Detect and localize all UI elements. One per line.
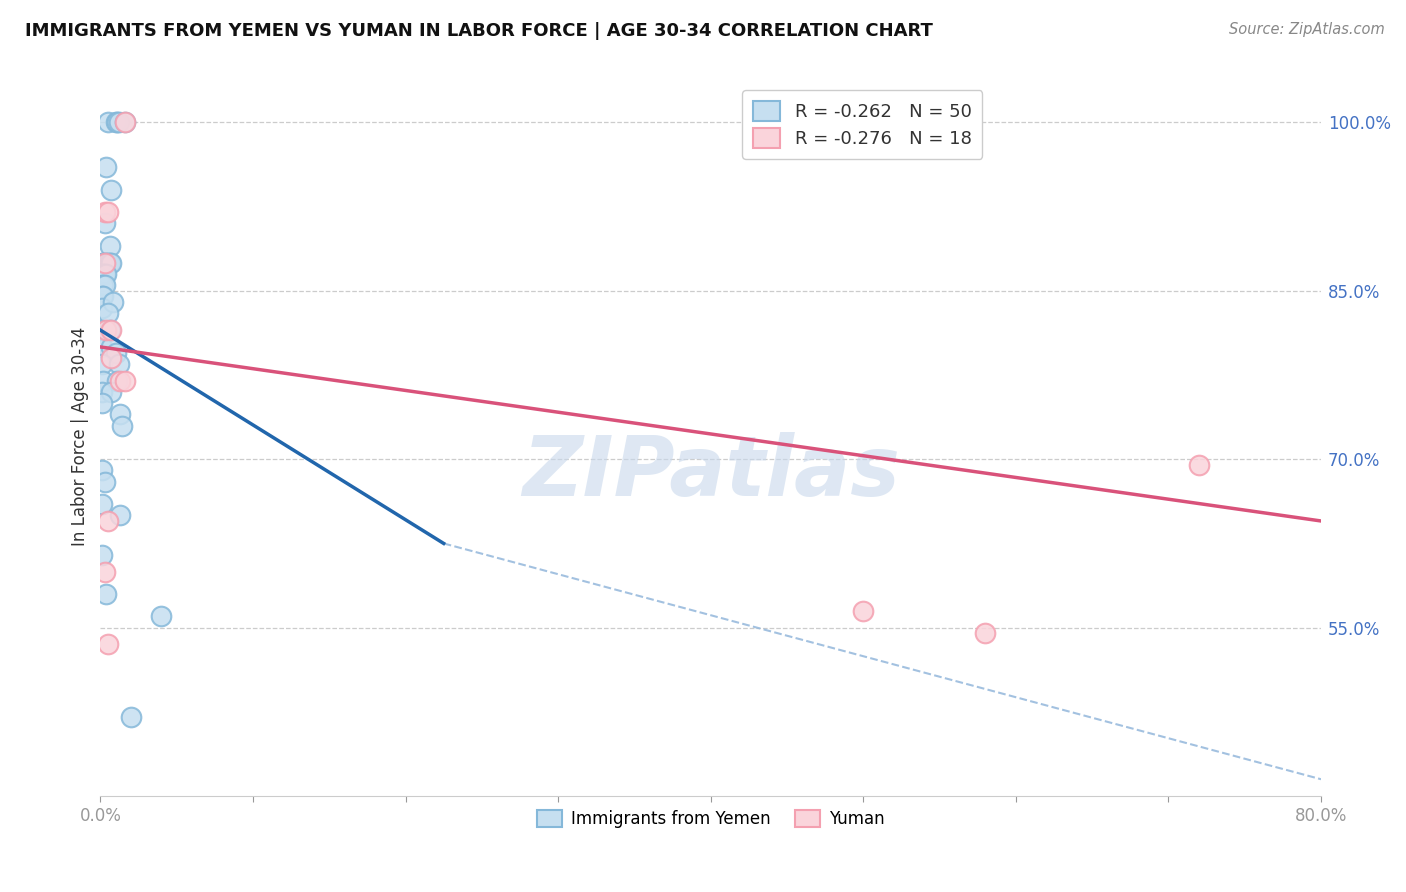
Point — [90, 357, 112, 371]
Point — [90, 548, 112, 562]
Point — [98, 239, 121, 253]
Point — [107, 357, 129, 371]
Point — [93, 278, 115, 293]
Point — [108, 407, 131, 421]
Point — [100, 340, 122, 354]
Point — [94, 475, 117, 489]
Point — [94, 216, 117, 230]
Point — [96, 323, 118, 337]
Point — [98, 323, 121, 337]
Point — [114, 115, 136, 129]
Point — [90, 256, 112, 270]
Point — [100, 183, 122, 197]
Point — [94, 205, 117, 219]
Point — [974, 626, 997, 640]
Text: IMMIGRANTS FROM YEMEN VS YUMAN IN LABOR FORCE | AGE 30-34 CORRELATION CHART: IMMIGRANTS FROM YEMEN VS YUMAN IN LABOR … — [25, 22, 934, 40]
Point — [97, 115, 120, 129]
Point — [94, 267, 117, 281]
Point — [100, 256, 122, 270]
Point — [93, 289, 115, 303]
Point — [90, 267, 112, 281]
Point — [90, 497, 112, 511]
Point — [90, 463, 112, 477]
Point — [90, 301, 112, 315]
Point — [150, 609, 173, 624]
Point — [100, 384, 122, 399]
Point — [111, 418, 134, 433]
Point — [100, 351, 122, 366]
Point — [90, 384, 112, 399]
Legend: Immigrants from Yemen, Yuman: Immigrants from Yemen, Yuman — [530, 803, 891, 835]
Point — [114, 374, 136, 388]
Point — [120, 710, 142, 724]
Point — [90, 278, 112, 293]
Point — [97, 205, 120, 219]
Point — [90, 340, 112, 354]
Point — [114, 115, 136, 129]
Point — [101, 295, 124, 310]
Point — [94, 565, 117, 579]
Point — [96, 267, 118, 281]
Point — [105, 374, 128, 388]
Point — [852, 604, 875, 618]
Point — [93, 374, 115, 388]
Point — [93, 267, 115, 281]
Text: Source: ZipAtlas.com: Source: ZipAtlas.com — [1229, 22, 1385, 37]
Point — [1188, 458, 1211, 472]
Point — [94, 256, 117, 270]
Point — [105, 115, 128, 129]
Point — [94, 256, 117, 270]
Point — [97, 256, 120, 270]
Point — [96, 161, 118, 175]
Point — [97, 514, 120, 528]
Point — [108, 374, 131, 388]
Point — [97, 306, 120, 320]
Point — [108, 508, 131, 523]
Text: ZIPatlas: ZIPatlas — [522, 433, 900, 513]
Point — [96, 587, 118, 601]
Point — [93, 256, 115, 270]
Point — [98, 256, 121, 270]
Point — [97, 638, 120, 652]
Point — [107, 115, 129, 129]
Point — [90, 323, 112, 337]
Point — [104, 115, 127, 129]
Y-axis label: In Labor Force | Age 30-34: In Labor Force | Age 30-34 — [72, 327, 89, 547]
Point — [90, 396, 112, 410]
Point — [90, 289, 112, 303]
Point — [100, 323, 122, 337]
Point — [96, 256, 118, 270]
Point — [104, 345, 127, 359]
Point — [94, 278, 117, 293]
